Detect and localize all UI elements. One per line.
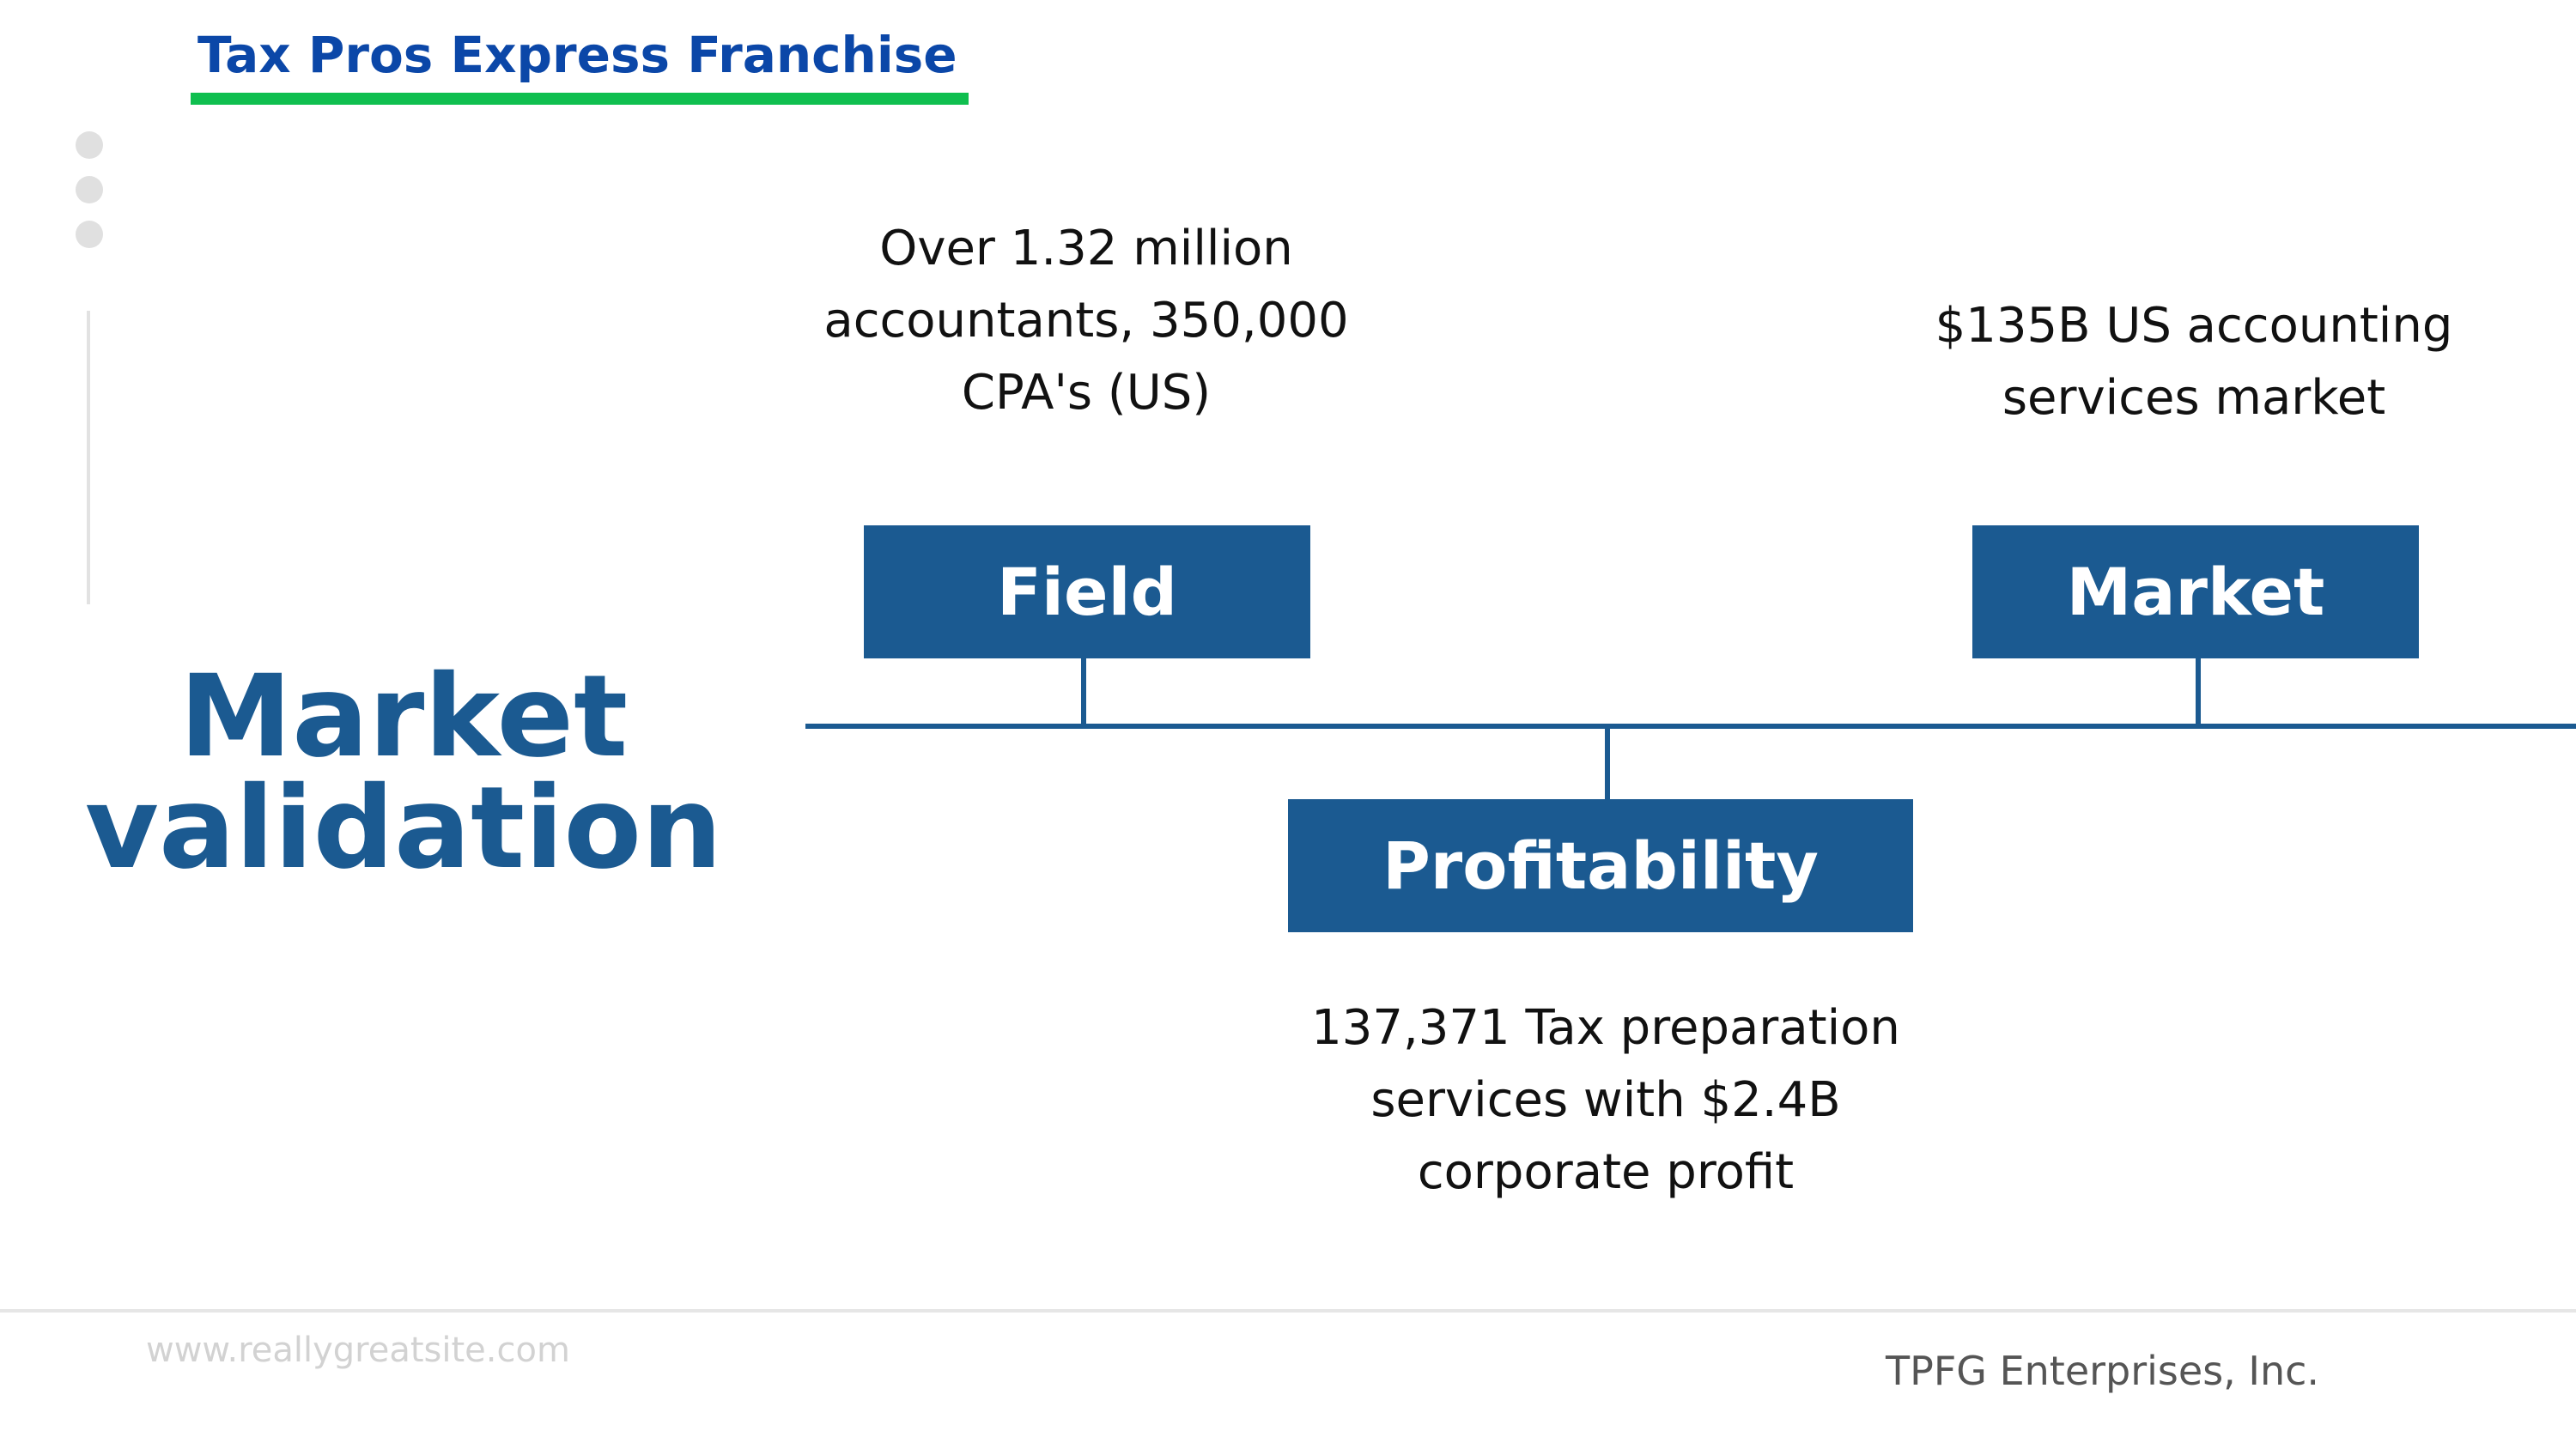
- profitability-description-line-3: corporate profit: [1417, 1144, 1795, 1200]
- timeline-axis: [805, 724, 2576, 729]
- market-description: $135B US accounting services market: [1846, 290, 2542, 434]
- market-label: Market: [2066, 554, 2325, 630]
- footer-company: TPFG Enterprises, Inc.: [1886, 1348, 2320, 1394]
- field-description: Over 1.32 million accountants, 350,000 C…: [738, 213, 1434, 429]
- footer-website[interactable]: www.reallygreatsite.com: [146, 1331, 570, 1370]
- brand-underline: [191, 93, 969, 105]
- field-description-line-2: accountants, 350,000: [823, 293, 1349, 349]
- profitability-description: 137,371 Tax preparation services with $2…: [1236, 992, 1975, 1209]
- market-box: Market: [1972, 525, 2419, 658]
- field-box: Field: [864, 525, 1310, 658]
- decorative-dot-2: [76, 176, 103, 203]
- field-label: Field: [997, 554, 1177, 630]
- field-connector: [1081, 658, 1086, 725]
- profitability-label: Profitability: [1382, 828, 1819, 904]
- profitability-description-line-1: 137,371 Tax preparation: [1311, 1000, 1900, 1056]
- field-description-line-3: CPA's (US): [961, 365, 1212, 421]
- profitability-connector: [1605, 729, 1610, 799]
- field-description-line-1: Over 1.32 million: [879, 221, 1293, 276]
- market-description-line-2: services market: [2002, 370, 2386, 426]
- decorative-dot-1: [76, 131, 103, 159]
- brand-title: Tax Pros Express Franchise: [197, 26, 957, 84]
- market-connector: [2196, 658, 2201, 725]
- slide-title-line-1: Market: [179, 651, 629, 783]
- footer-divider: [0, 1309, 2576, 1313]
- decorative-vertical-line: [87, 311, 90, 604]
- market-description-line-1: $135B US accounting: [1935, 298, 2453, 354]
- slide-title-line-2: validation: [84, 762, 723, 894]
- slide-title: Market validation: [52, 651, 756, 894]
- profitability-box: Profitability: [1288, 799, 1913, 932]
- decorative-dot-3: [76, 221, 103, 248]
- profitability-description-line-2: services with $2.4B: [1370, 1072, 1841, 1128]
